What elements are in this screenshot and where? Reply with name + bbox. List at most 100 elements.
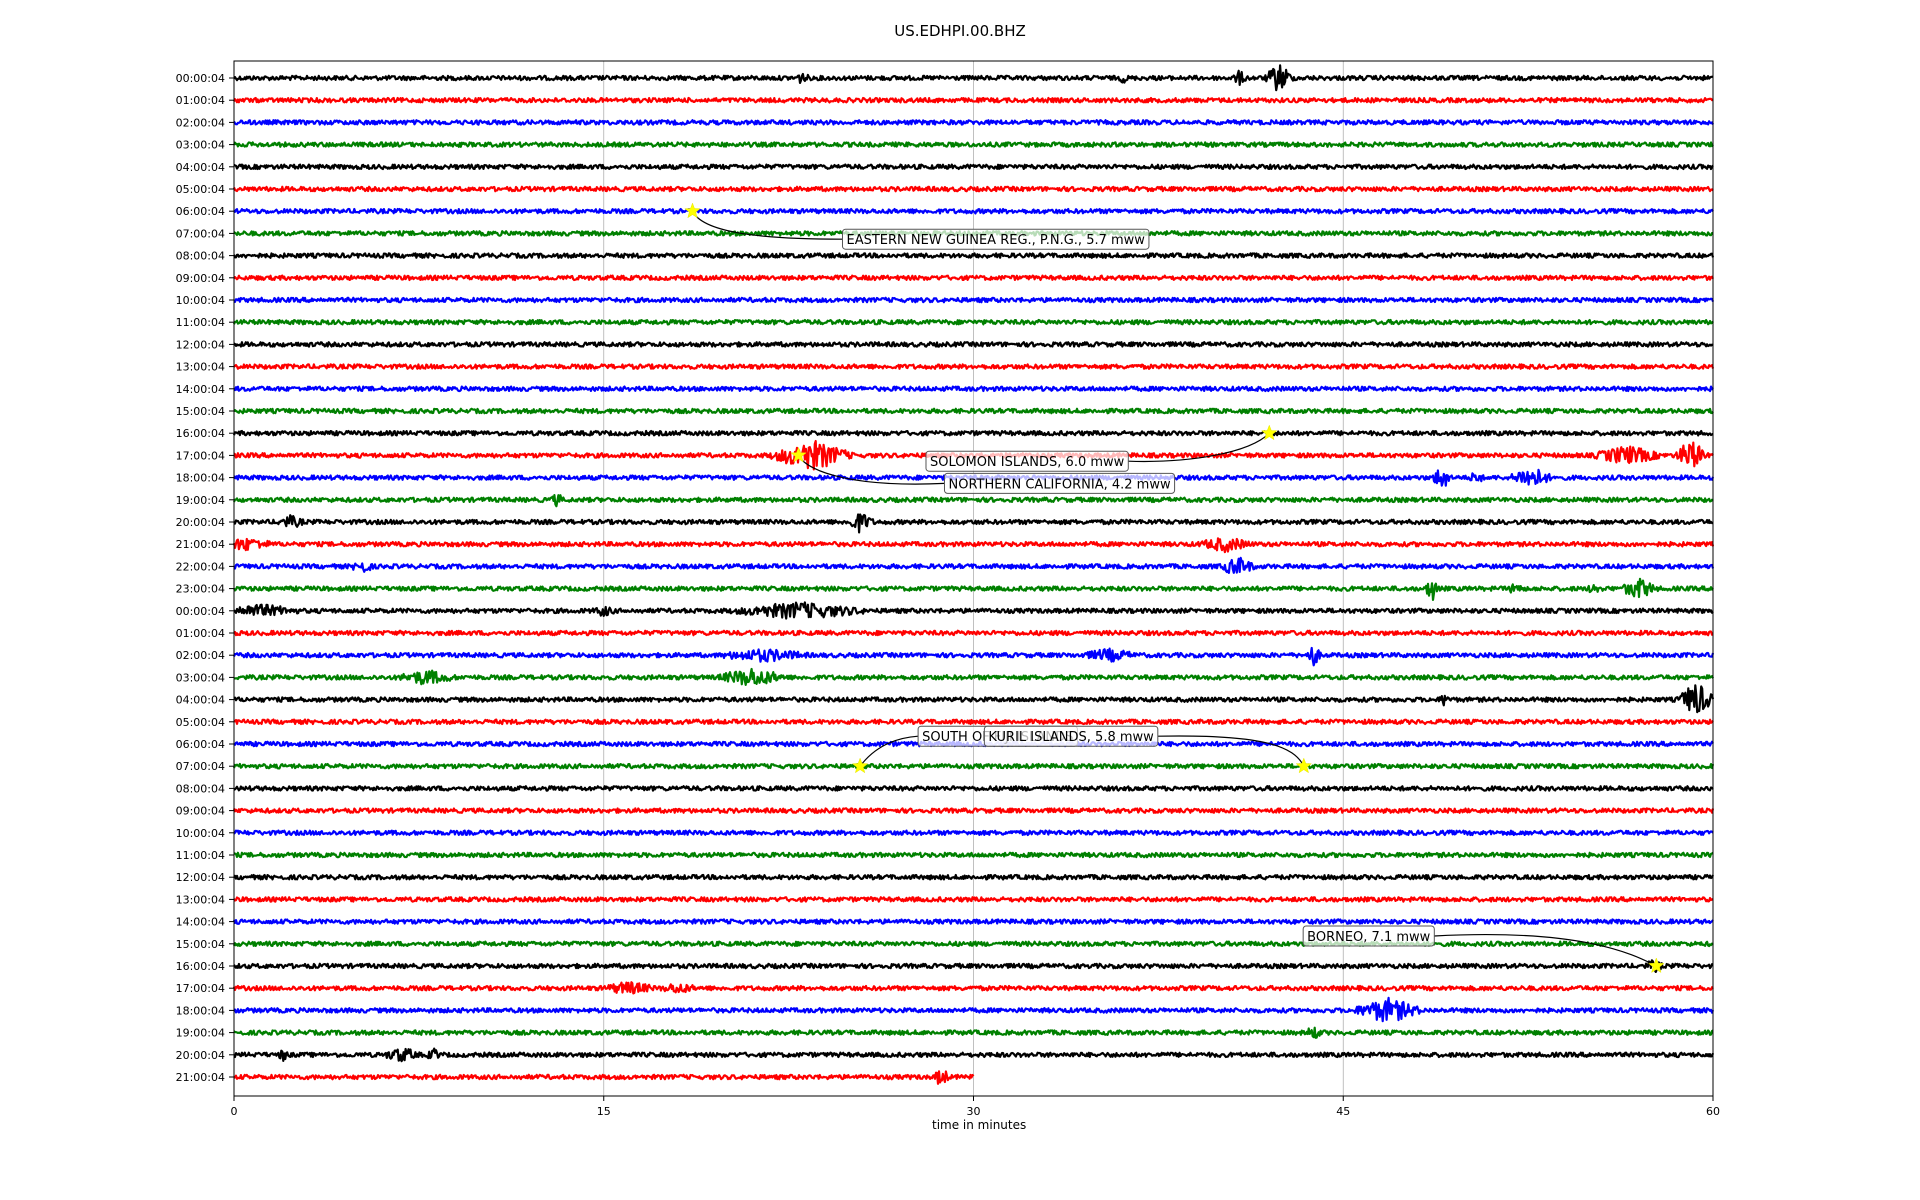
trace-line [232, 646, 1715, 667]
trace-line [233, 341, 1714, 348]
event-label: KURIL ISLANDS, 5.8 mww [988, 730, 1154, 745]
trace-line [233, 577, 1714, 601]
row-label: 04:00:04 [176, 161, 225, 174]
row-label: 10:00:04 [176, 294, 225, 307]
trace-line [232, 318, 1714, 326]
trace-line [233, 274, 1714, 282]
row-label: 06:00:04 [176, 738, 225, 751]
trace-line [233, 207, 1714, 215]
event-star [851, 757, 869, 774]
event-star [1648, 957, 1665, 974]
trace-line [232, 252, 1715, 259]
event-connector [691, 210, 843, 240]
x-axis-label: time in minutes [932, 1118, 1027, 1132]
trace-line [233, 629, 1714, 637]
trace-line [233, 873, 1715, 881]
trace-line [233, 1070, 975, 1085]
trace-line [233, 119, 1714, 126]
row-label: 13:00:04 [176, 893, 225, 906]
trace-line [232, 537, 1715, 554]
x-tick-label: 15 [597, 1105, 611, 1118]
event-connector [1157, 735, 1305, 767]
row-label: 16:00:04 [176, 960, 225, 973]
row-label: 08:00:04 [176, 250, 225, 263]
row-label: 17:00:04 [176, 982, 225, 995]
row-label: 21:00:04 [176, 538, 225, 551]
row-label: 19:00:04 [176, 1027, 225, 1040]
trace-line [233, 385, 1714, 393]
row-label: 12:00:04 [176, 871, 225, 884]
row-label: 02:00:04 [176, 116, 225, 129]
trace-line [232, 940, 1714, 948]
trace-line [233, 1047, 1715, 1063]
trace-line [232, 807, 1715, 814]
row-label: 11:00:04 [176, 316, 225, 329]
trace-line [233, 996, 1715, 1023]
row-label: 02:00:04 [176, 649, 225, 662]
event-label-box [841, 228, 1150, 250]
trace-line [233, 407, 1714, 415]
trace-line [232, 981, 1714, 995]
row-label: 11:00:04 [176, 849, 225, 862]
event-connector [1434, 933, 1657, 967]
trace-line [233, 684, 1715, 714]
trace-line [232, 762, 1715, 770]
row-label: 15:00:04 [176, 405, 225, 418]
trace-line [233, 959, 1714, 973]
row-label: 07:00:04 [176, 760, 225, 773]
x-tick-label: 45 [1336, 1105, 1350, 1118]
event-star [790, 446, 807, 463]
row-label: 06:00:04 [176, 205, 225, 218]
event-star [1261, 424, 1278, 441]
row-label: 08:00:04 [176, 782, 225, 795]
row-label: 18:00:04 [176, 472, 225, 485]
trace-line [232, 96, 1714, 104]
row-label: 20:00:04 [176, 516, 225, 529]
x-tick-label: 0 [231, 1105, 238, 1118]
trace-line [233, 896, 1714, 903]
row-label: 10:00:04 [176, 827, 225, 840]
trace-line [232, 429, 1714, 437]
row-label: 17:00:04 [176, 449, 225, 462]
trace-line [233, 718, 1714, 726]
row-label: 04:00:04 [176, 694, 225, 707]
event-connector [859, 735, 919, 767]
row-label: 15:00:04 [176, 938, 225, 951]
trace-line [233, 1026, 1714, 1039]
trace-line [233, 829, 1714, 837]
event-label-box [983, 725, 1159, 747]
event-label: NORTHERN CALIFORNIA, 4.2 mww [948, 477, 1170, 492]
event-label: BORNEO, 7.1 mww [1307, 930, 1430, 945]
row-label: 05:00:04 [176, 716, 225, 729]
row-label: 09:00:04 [176, 805, 225, 818]
event-label-box [1302, 925, 1435, 947]
chart-title: US.EDHPI.00.BHZ [894, 22, 1026, 40]
row-label: 12:00:04 [176, 338, 225, 351]
row-label: 01:00:04 [176, 94, 225, 107]
row-label: 23:00:04 [176, 583, 225, 596]
row-label: 19:00:04 [176, 494, 225, 507]
trace-line [232, 513, 1714, 534]
event-label: SOLOMON ISLANDS, 6.0 mww [930, 455, 1125, 470]
trace-line [233, 785, 1714, 792]
event-label-box [925, 450, 1129, 472]
trace-line [233, 851, 1714, 859]
row-label: 21:00:04 [176, 1071, 225, 1084]
event-connector [797, 455, 945, 485]
row-label: 09:00:04 [176, 272, 225, 285]
row-label: 00:00:04 [176, 605, 225, 618]
trace-line [233, 64, 1714, 92]
x-tick-label: 30 [967, 1105, 981, 1118]
trace-line [233, 667, 1714, 686]
trace-line [233, 601, 1714, 620]
trace-line [233, 363, 1715, 370]
event-label-box [943, 472, 1176, 494]
row-label: 07:00:04 [176, 227, 225, 240]
row-label: 22:00:04 [176, 560, 225, 573]
row-label: 14:00:04 [176, 916, 225, 929]
trace-line [232, 494, 1714, 508]
trace-line [233, 556, 1715, 574]
event-star [1295, 757, 1313, 774]
row-label: 01:00:04 [176, 627, 225, 640]
